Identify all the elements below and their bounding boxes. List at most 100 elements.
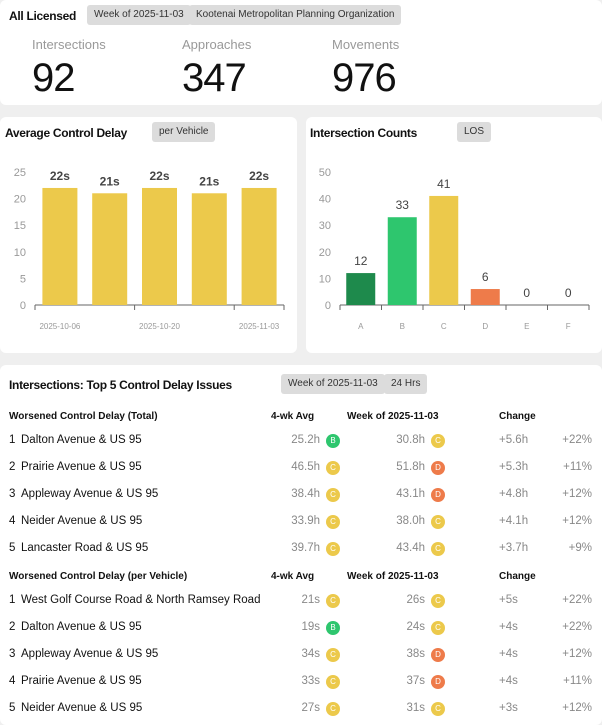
x-tick-label: E <box>524 322 529 331</box>
y-tick-label: 10 <box>14 247 26 259</box>
table-row[interactable]: 2 Dalton Avenue & US 95 19s B 24s C +4s +22% <box>0 615 602 642</box>
bar[interactable] <box>470 289 500 305</box>
week-chip[interactable]: Week of 2025-11-03 <box>87 5 191 25</box>
kpi-label: Intersections <box>32 37 106 52</box>
bar[interactable] <box>241 187 277 305</box>
change-percent: +22% <box>562 621 592 633</box>
los-badge: C <box>326 675 340 689</box>
avg-value: 21s <box>301 594 320 606</box>
week-chip[interactable]: Week of 2025-11-03 <box>281 374 385 394</box>
section-title: Worsened Control Delay (per Vehicle) <box>9 571 188 582</box>
avg-value: 38.4h <box>291 488 320 500</box>
bar[interactable] <box>42 187 78 305</box>
week-value: 38s <box>406 648 425 660</box>
los-badge: C <box>431 621 445 635</box>
avg-value: 46.5h <box>291 461 320 473</box>
per-vehicle-toggle[interactable]: per Vehicle <box>152 122 216 142</box>
avg-value: 19s <box>301 621 320 633</box>
intersection-name[interactable]: Neider Avenue & US 95 <box>21 702 143 714</box>
table-title: Intersections: Top 5 Control Delay Issue… <box>9 378 232 392</box>
week-value: 43.4h <box>396 542 425 554</box>
org-chip[interactable]: Kootenai Metropolitan Planning Organizat… <box>189 5 402 25</box>
change-percent: +12% <box>562 515 592 527</box>
change-value: +3s <box>499 702 518 714</box>
y-tick-label: 20 <box>14 194 26 206</box>
section-header: Worsened Control Delay (Total) 4-wk Avg We… <box>0 403 602 430</box>
table-row[interactable]: 3 Appleway Avenue & US 95 34s C 38s D +4s +12% <box>0 642 602 669</box>
row-rank: 1 <box>9 434 16 446</box>
section-header: Worsened Control Delay (per Vehicle) 4-wk… <box>0 563 602 590</box>
table-row[interactable]: 4 Prairie Avenue & US 95 33s C 37s D +4s +11% <box>0 669 602 696</box>
bar-value-label: 22s <box>50 169 70 183</box>
bar-value-label: 0 <box>565 286 572 300</box>
change-percent: +11% <box>563 675 592 687</box>
los-badge: D <box>431 461 445 475</box>
intersection-name[interactable]: Appleway Avenue & US 95 <box>21 488 159 500</box>
intersection-name[interactable]: Lancaster Road & US 95 <box>21 542 149 554</box>
los-badge: C <box>431 434 445 448</box>
los-badge: B <box>326 621 340 635</box>
x-tick-label: 2025-10-06 <box>39 322 80 331</box>
intersection-name[interactable]: Dalton Avenue & US 95 <box>21 434 142 446</box>
avg-value: 27s <box>301 702 320 714</box>
row-rank: 2 <box>9 621 16 633</box>
x-tick-label: D <box>482 322 488 331</box>
bar-value-label: 33 <box>396 198 410 212</box>
col-change: Change <box>499 571 536 582</box>
kpi-label: Movements <box>332 37 400 52</box>
los-badge: D <box>431 488 445 502</box>
y-tick-label: 50 <box>319 167 331 179</box>
bar[interactable] <box>429 195 459 305</box>
table-row[interactable]: 2 Prairie Avenue & US 95 46.5h C 51.8h D +5.3h… <box>0 455 602 482</box>
intersection-name[interactable]: Neider Avenue & US 95 <box>21 515 143 527</box>
y-tick-label: 0 <box>325 300 331 312</box>
row-rank: 1 <box>9 594 16 606</box>
los-toggle[interactable]: LOS <box>457 122 492 142</box>
x-tick-label: F <box>566 322 571 331</box>
avg-value: 34s <box>301 648 320 660</box>
change-percent: +12% <box>562 648 592 660</box>
row-rank: 3 <box>9 648 16 660</box>
table-row[interactable]: 1 Dalton Avenue & US 95 25.2h B 30.8h C +5.6h +… <box>0 428 602 455</box>
bar[interactable] <box>92 193 128 305</box>
col-4wk-avg: 4-wk Avg <box>271 411 315 422</box>
x-tick-label: 2025-10-20 <box>139 322 180 331</box>
summary-title: All Licensed <box>9 9 77 23</box>
change-percent: +11% <box>563 461 592 473</box>
week-value: 30.8h <box>396 434 425 446</box>
intersection-name[interactable]: Prairie Avenue & US 95 <box>21 675 142 687</box>
bar[interactable] <box>346 273 376 305</box>
x-tick-label: B <box>400 322 405 331</box>
y-tick-label: 15 <box>14 220 26 232</box>
bar-value-label: 0 <box>523 286 530 300</box>
bar[interactable] <box>191 193 227 305</box>
change-value: +5.6h <box>499 434 529 446</box>
summary-card: All Licensed Week of 2025-11-03 Kootenai… <box>0 0 602 105</box>
table-row[interactable]: 5 Neider Avenue & US 95 27s C 31s C +3s +12% <box>0 696 602 723</box>
table-row[interactable]: 1 West Golf Course Road & North Ramsey Ro… <box>0 588 602 615</box>
hours-chip[interactable]: 24 Hrs <box>384 374 428 394</box>
los-chart: 0 10 20 30 40 50 12 33 41 6 0 0 A B C D E F <box>319 167 590 331</box>
intersection-name[interactable]: Prairie Avenue & US 95 <box>21 461 142 473</box>
week-value: 26s <box>406 594 425 606</box>
week-value: 37s <box>406 675 425 687</box>
bar[interactable] <box>142 187 177 305</box>
table-row[interactable]: 4 Neider Avenue & US 95 33.9h C 38.0h C +4.1h +… <box>0 509 602 536</box>
change-value: +4.1h <box>499 515 529 527</box>
table-row[interactable]: 3 Appleway Avenue & US 95 38.4h C 43.1h D +4.8… <box>0 482 602 509</box>
bar-value-label: 12 <box>354 254 368 268</box>
table-row[interactable]: 5 Lancaster Road & US 95 39.7h C 43.4h C +3.7h… <box>0 536 602 563</box>
intersection-name[interactable]: Appleway Avenue & US 95 <box>21 648 159 660</box>
chart-title: Intersection Counts <box>310 126 417 140</box>
los-badge: C <box>326 515 340 529</box>
bar-value-label: 22s <box>149 169 169 183</box>
kpi-value: 976 <box>332 56 397 100</box>
col-week: Week of 2025-11-03 <box>347 571 439 582</box>
bar[interactable] <box>387 217 417 305</box>
row-rank: 4 <box>9 515 16 527</box>
intersection-name[interactable]: West Golf Course Road & North Ramsey Roa… <box>21 594 261 606</box>
intersection-name[interactable]: Dalton Avenue & US 95 <box>21 621 142 633</box>
x-tick-label: A <box>358 322 364 331</box>
y-tick-label: 5 <box>20 273 26 285</box>
y-tick-label: 30 <box>319 220 331 232</box>
